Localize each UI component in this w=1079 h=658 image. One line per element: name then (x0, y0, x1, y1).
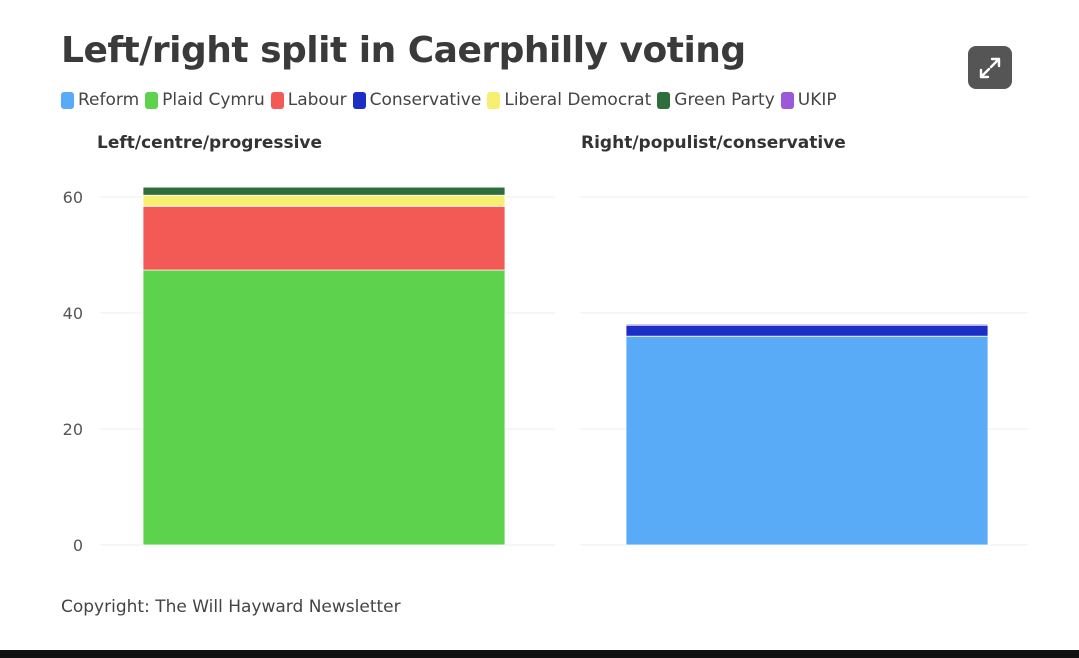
legend: Reform Plaid Cymru Labour Conservative Liber… (61, 90, 843, 110)
legend-item: Liberal Democrat (487, 90, 651, 110)
bar-segment (625, 324, 989, 337)
legend-item: Plaid Cymru (145, 90, 265, 110)
bar-segment (625, 323, 989, 326)
expand-icon (979, 57, 1001, 78)
legend-label: Conservative (369, 90, 482, 110)
bar-segment (142, 194, 506, 207)
legend-swatch (270, 91, 284, 109)
legend-item: Reform (61, 90, 139, 110)
panel-title-right: Right/populist/conservative (581, 133, 846, 153)
bar-segment (142, 186, 506, 196)
y-tick-label: 40 (63, 304, 83, 323)
y-tick-label: 0 (73, 536, 83, 555)
legend-swatch (487, 91, 501, 109)
legend-label: UKIP (797, 90, 837, 110)
copyright-footer: Copyright: The Will Hayward Newsletter (61, 597, 401, 617)
y-tick-label: 60 (63, 188, 83, 207)
legend-item: Green Party (657, 90, 775, 110)
legend-swatch (780, 91, 794, 109)
bottom-bar (0, 650, 1079, 658)
legend-label: Labour (287, 90, 347, 110)
expand-button[interactable] (968, 46, 1012, 89)
legend-item: Conservative (352, 90, 482, 110)
legend-swatch (657, 91, 671, 109)
legend-swatch (145, 91, 159, 109)
chart-title: Left/right split in Caerphilly voting (61, 30, 746, 71)
legend-label: Liberal Democrat (504, 90, 652, 110)
y-tick-label: 20 (63, 420, 83, 439)
legend-label: Green Party (674, 90, 775, 110)
legend-label: Reform (78, 90, 140, 110)
legend-label: Plaid Cymru (162, 90, 265, 110)
legend-swatch (61, 91, 74, 109)
bar-segment (625, 335, 989, 546)
panel-title-left: Left/centre/progressive (97, 133, 323, 153)
legend-swatch (352, 91, 366, 109)
legend-item: UKIP (780, 90, 837, 110)
bar-segment (142, 205, 506, 271)
bar-segment (142, 269, 506, 546)
legend-item: Labour (270, 90, 347, 110)
